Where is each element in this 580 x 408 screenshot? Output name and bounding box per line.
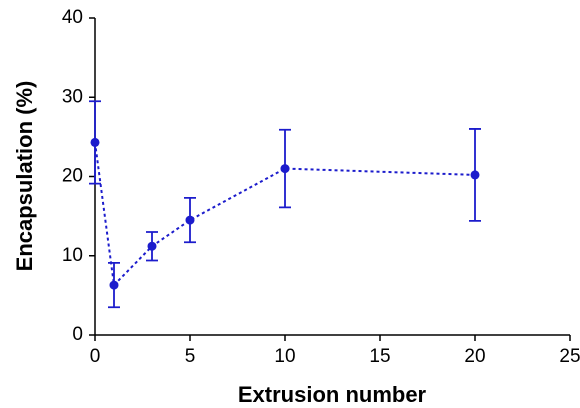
x-axis-title: Extrusion number (238, 382, 427, 407)
x-tick-label: 0 (90, 346, 101, 367)
data-point (185, 215, 195, 225)
y-tick-label: 20 (62, 166, 83, 187)
y-tick-label: 0 (72, 324, 83, 345)
data-point (470, 170, 480, 180)
data-point (90, 137, 100, 147)
y-axis-title: Encapsulation (%) (12, 81, 37, 272)
x-tick-label: 10 (274, 346, 295, 367)
data-line (94, 142, 476, 288)
data-point (147, 241, 157, 251)
x-tick-label: 15 (369, 346, 390, 367)
x-tick-label: 5 (185, 346, 196, 367)
y-tick-label: 10 (62, 245, 83, 266)
x-tick-label: 25 (559, 346, 580, 367)
data-point (280, 164, 290, 174)
y-tick-label: 40 (62, 7, 83, 28)
y-tick-label: 30 (62, 86, 83, 107)
x-tick-label: 20 (464, 346, 485, 367)
data-point (109, 280, 119, 290)
